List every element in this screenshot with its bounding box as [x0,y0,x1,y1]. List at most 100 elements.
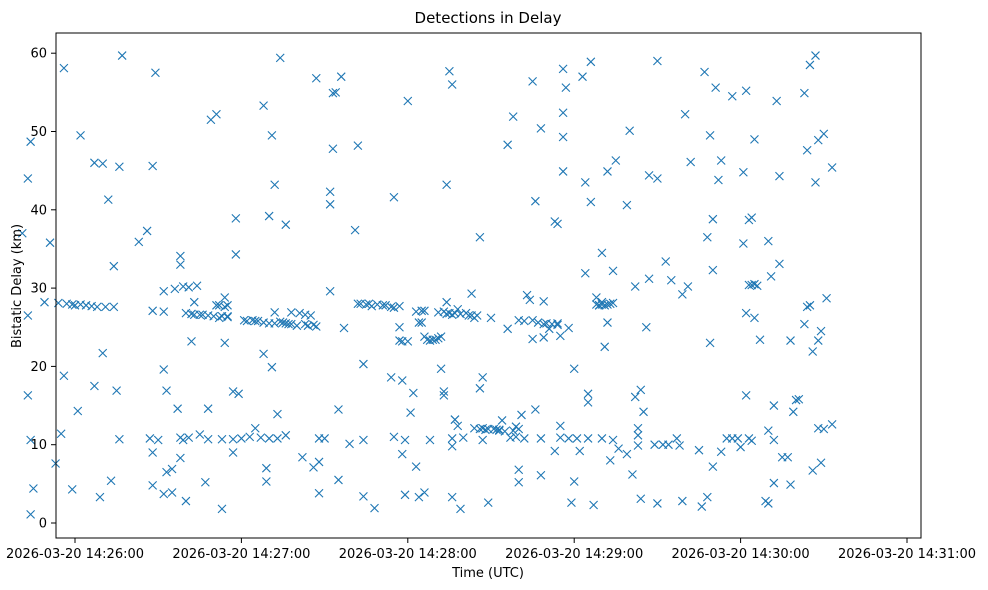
data-point [447,492,457,502]
data-point [178,435,188,445]
data-point [220,302,230,312]
data-point [417,306,427,316]
data-point [261,477,271,486]
data-point [17,228,27,238]
data-point [683,282,693,291]
data-point [605,299,615,309]
data-point [630,392,640,402]
data-point [653,499,662,508]
data-point [187,309,196,319]
data-point [486,313,496,323]
data-point [600,342,610,352]
data-point [175,251,185,261]
data-point [214,313,224,323]
data-point [259,349,268,359]
data-point [106,476,116,486]
data-point [325,187,335,197]
data-point [672,434,682,443]
data-point [245,432,255,442]
data-point [167,488,177,497]
data-point [536,123,546,133]
data-point [519,316,529,326]
data-point [633,441,643,450]
data-point [799,319,809,329]
data-point [389,432,399,442]
data-point [378,300,388,310]
data-point [442,180,452,190]
data-point [816,458,826,468]
data-point [536,470,546,480]
data-point [811,178,820,187]
y-tick-label: 10 [30,438,47,453]
data-point [359,491,368,501]
data-point [555,433,565,443]
data-point [525,295,535,305]
data-point [636,494,646,504]
x-tick-label: 2026-03-20 14:30:00 [672,547,810,562]
data-point [711,83,721,93]
data-point [450,415,460,425]
data-point [98,348,108,358]
data-point [114,434,124,444]
data-point [334,475,343,485]
data-point [314,488,324,498]
data-point [788,407,798,417]
data-point [26,509,36,519]
data-point [494,425,504,435]
data-point [503,140,513,150]
data-point [805,300,815,310]
data-point [73,406,83,416]
data-point [539,333,549,342]
data-point [167,464,177,474]
x-tick-label: 2026-03-20 14:31:00 [838,547,976,562]
data-point [583,434,593,443]
data-point [533,318,543,327]
x-tick-label: 2026-03-20 14:29:00 [505,547,643,562]
data-point [217,504,227,514]
data-point [231,214,241,223]
data-point [808,466,818,475]
data-point [705,338,715,348]
data-point [802,145,812,155]
data-point [530,405,540,414]
data-point [653,174,662,183]
data-point [708,462,718,472]
data-point [567,498,576,508]
data-point [727,91,737,101]
y-tick-label: 50 [30,125,47,140]
data-point [583,389,593,399]
data-point [775,259,784,269]
data-point [325,286,335,296]
data-point [583,398,593,407]
data-point [600,300,610,310]
data-point [763,499,773,508]
data-point [708,214,718,224]
data-point [220,338,230,348]
data-point [350,225,360,235]
y-tick-label: 30 [30,282,47,297]
data-point [819,424,829,434]
data-point [275,317,285,327]
data-point [181,496,191,506]
data-point [311,322,321,331]
data-point [109,261,119,271]
data-point [117,51,127,60]
data-point [492,425,501,435]
data-point [162,386,171,396]
data-point [425,435,435,445]
data-point [395,322,404,332]
data-point [644,170,654,180]
data-point [783,452,793,462]
data-point [212,300,221,310]
data-point [611,156,621,165]
data-point [345,439,354,449]
data-point [314,457,324,467]
data-point [300,319,310,329]
data-point [286,307,296,317]
data-point [223,311,232,321]
data-point [228,387,238,396]
data-point [214,300,224,310]
data-point [508,426,518,435]
data-point [148,448,158,457]
data-point [59,371,69,381]
